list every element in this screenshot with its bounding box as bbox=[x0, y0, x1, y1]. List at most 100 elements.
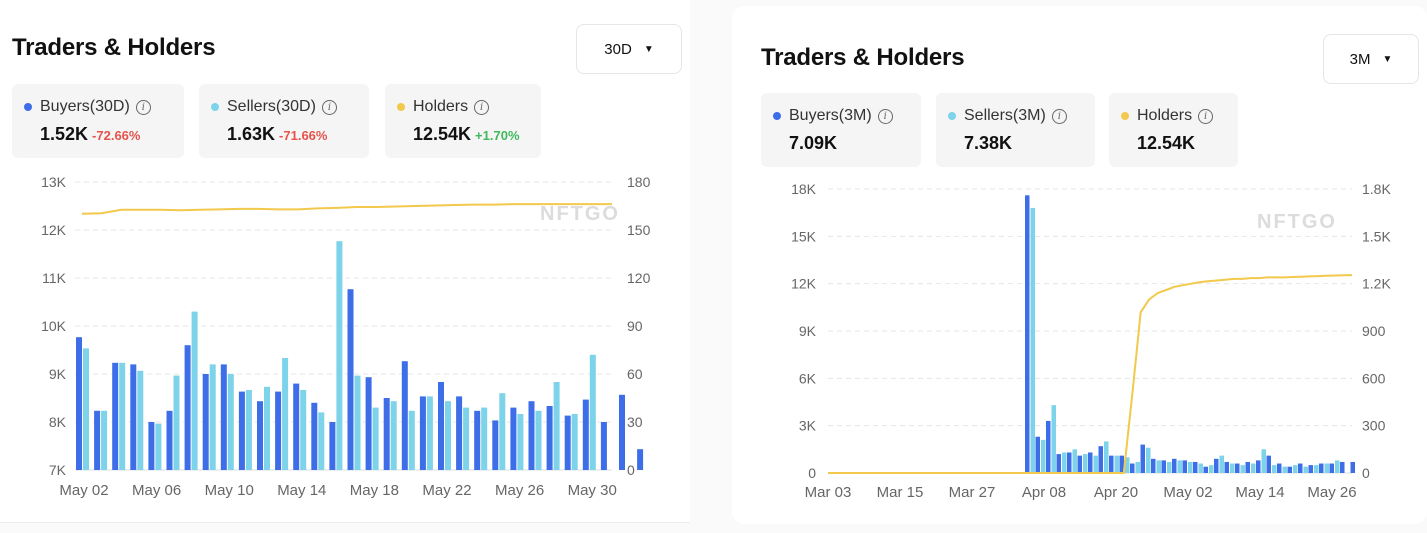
sellers-bar bbox=[517, 414, 524, 470]
y-left-tick-label: 13K bbox=[41, 174, 67, 190]
stat-value: 7.09K bbox=[789, 133, 838, 153]
y-left-tick-label: 10K bbox=[41, 318, 67, 334]
info-icon[interactable]: i bbox=[1198, 108, 1214, 124]
buyers-bar bbox=[202, 374, 209, 470]
buyers-bar bbox=[1035, 436, 1040, 473]
info-icon[interactable]: i bbox=[135, 99, 151, 115]
sellers-bar bbox=[1093, 455, 1098, 473]
sellers-bar bbox=[1125, 457, 1130, 473]
sellers-bar bbox=[1188, 461, 1193, 473]
sellers-bar bbox=[318, 412, 325, 470]
x-tick-label: Mar 03 bbox=[805, 484, 852, 501]
buyers-bar bbox=[492, 420, 499, 470]
info-icon[interactable]: i bbox=[877, 108, 893, 124]
sellers-bar bbox=[1114, 455, 1119, 473]
y-left-tick-label: 15K bbox=[791, 228, 817, 244]
buyers-bar bbox=[1098, 446, 1103, 473]
buyers-bar bbox=[1025, 195, 1030, 474]
stat-value: 1.52K bbox=[40, 124, 89, 144]
x-tick-label: May 26 bbox=[1307, 484, 1356, 501]
buyers-bar bbox=[1182, 460, 1187, 473]
stat-card-holders: Holders i 12.54K +1.70% bbox=[385, 84, 541, 158]
caret-down-icon: ▼ bbox=[1382, 53, 1393, 65]
holders-legend-dot bbox=[397, 103, 405, 111]
sellers-bar bbox=[1177, 460, 1182, 473]
sellers-bar bbox=[445, 401, 451, 470]
stat-change: +1.70% bbox=[475, 128, 520, 143]
buyers-bar bbox=[94, 410, 101, 470]
stat-label: Holders bbox=[1137, 107, 1193, 124]
sellers-bar bbox=[1303, 466, 1308, 473]
buyers-bar bbox=[1203, 466, 1208, 473]
x-tick-label: May 10 bbox=[205, 482, 254, 499]
buyers-bar bbox=[1161, 460, 1166, 473]
buyers-bar bbox=[438, 382, 444, 470]
y-right-tick-label: 60 bbox=[627, 366, 643, 382]
sellers-bar bbox=[209, 364, 216, 470]
stat-value: 1.63K bbox=[227, 124, 276, 144]
buyers-bar bbox=[383, 398, 390, 470]
sellers-bar bbox=[1198, 463, 1203, 473]
y-right-tick-label: 900 bbox=[1362, 323, 1386, 339]
buyers-bar bbox=[329, 422, 336, 470]
sellers-legend-dot bbox=[948, 112, 956, 120]
sellers-bar bbox=[372, 407, 379, 470]
sellers-bar bbox=[1083, 454, 1088, 473]
x-tick-label: May 02 bbox=[59, 482, 108, 499]
range-dropdown-label: 30D bbox=[604, 40, 632, 58]
y-right-tick-label: 180 bbox=[627, 174, 651, 190]
buyers-bar bbox=[257, 401, 263, 470]
buyers-bar bbox=[1308, 465, 1313, 473]
sellers-bar bbox=[336, 241, 343, 470]
buyers-bar bbox=[1277, 463, 1282, 473]
buyers-bar bbox=[546, 406, 553, 470]
buyers-bar bbox=[1151, 458, 1156, 473]
sellers-bar bbox=[1104, 441, 1109, 473]
y-left-tick-label: 11K bbox=[42, 270, 67, 286]
buyers-bar bbox=[1109, 455, 1114, 473]
sellers-bar bbox=[571, 414, 578, 470]
buyers-bar bbox=[1298, 463, 1303, 473]
sellers-bar bbox=[499, 393, 506, 470]
y-left-tick-label: 9K bbox=[49, 366, 67, 382]
sellers-bar bbox=[1072, 449, 1077, 473]
sellers-bar bbox=[1156, 460, 1161, 473]
sellers-bar bbox=[119, 362, 126, 470]
stat-change: -71.66% bbox=[279, 128, 328, 143]
range-dropdown[interactable]: 30D ▼ bbox=[576, 24, 682, 74]
sellers-bar bbox=[300, 390, 307, 470]
info-icon[interactable]: i bbox=[321, 99, 337, 115]
buyers-bar bbox=[1235, 463, 1240, 473]
y-right-tick-label: 1.2K bbox=[1362, 276, 1391, 292]
sellers-bar bbox=[1272, 465, 1277, 473]
sellers-bar bbox=[1261, 449, 1266, 473]
sellers-bar bbox=[282, 358, 289, 470]
x-tick-label: May 22 bbox=[422, 482, 471, 499]
sellers-bar bbox=[245, 390, 252, 470]
buyers-bar bbox=[510, 407, 517, 470]
watermark: NFTGO bbox=[540, 203, 620, 225]
buyers-bar bbox=[166, 410, 173, 470]
holders-line bbox=[81, 203, 612, 215]
buyers-bar bbox=[1172, 458, 1177, 473]
sellers-bar bbox=[1030, 207, 1035, 473]
buyers-bar bbox=[365, 377, 372, 470]
buyers-bar bbox=[1214, 458, 1219, 473]
y-right-tick-label: 600 bbox=[1362, 370, 1386, 386]
range-dropdown[interactable]: 3M ▼ bbox=[1323, 34, 1419, 84]
sellers-bar bbox=[426, 396, 433, 470]
buyers-bar bbox=[1256, 460, 1261, 473]
buyers-bar bbox=[1287, 466, 1292, 473]
sellers-bar bbox=[1209, 465, 1214, 473]
x-tick-label: May 18 bbox=[350, 482, 399, 499]
stat-label: Sellers(3M) bbox=[964, 107, 1046, 124]
buyers-bar bbox=[1340, 461, 1345, 473]
x-tick-label: Apr 20 bbox=[1094, 484, 1138, 501]
sellers-bar bbox=[1041, 439, 1046, 473]
sellers-bar bbox=[1251, 463, 1256, 473]
y-right-tick-label: 90 bbox=[627, 318, 643, 334]
stat-value: 7.38K bbox=[964, 133, 1013, 153]
sellers-bar bbox=[1146, 447, 1151, 473]
info-icon[interactable]: i bbox=[1051, 108, 1067, 124]
info-icon[interactable]: i bbox=[474, 99, 490, 115]
